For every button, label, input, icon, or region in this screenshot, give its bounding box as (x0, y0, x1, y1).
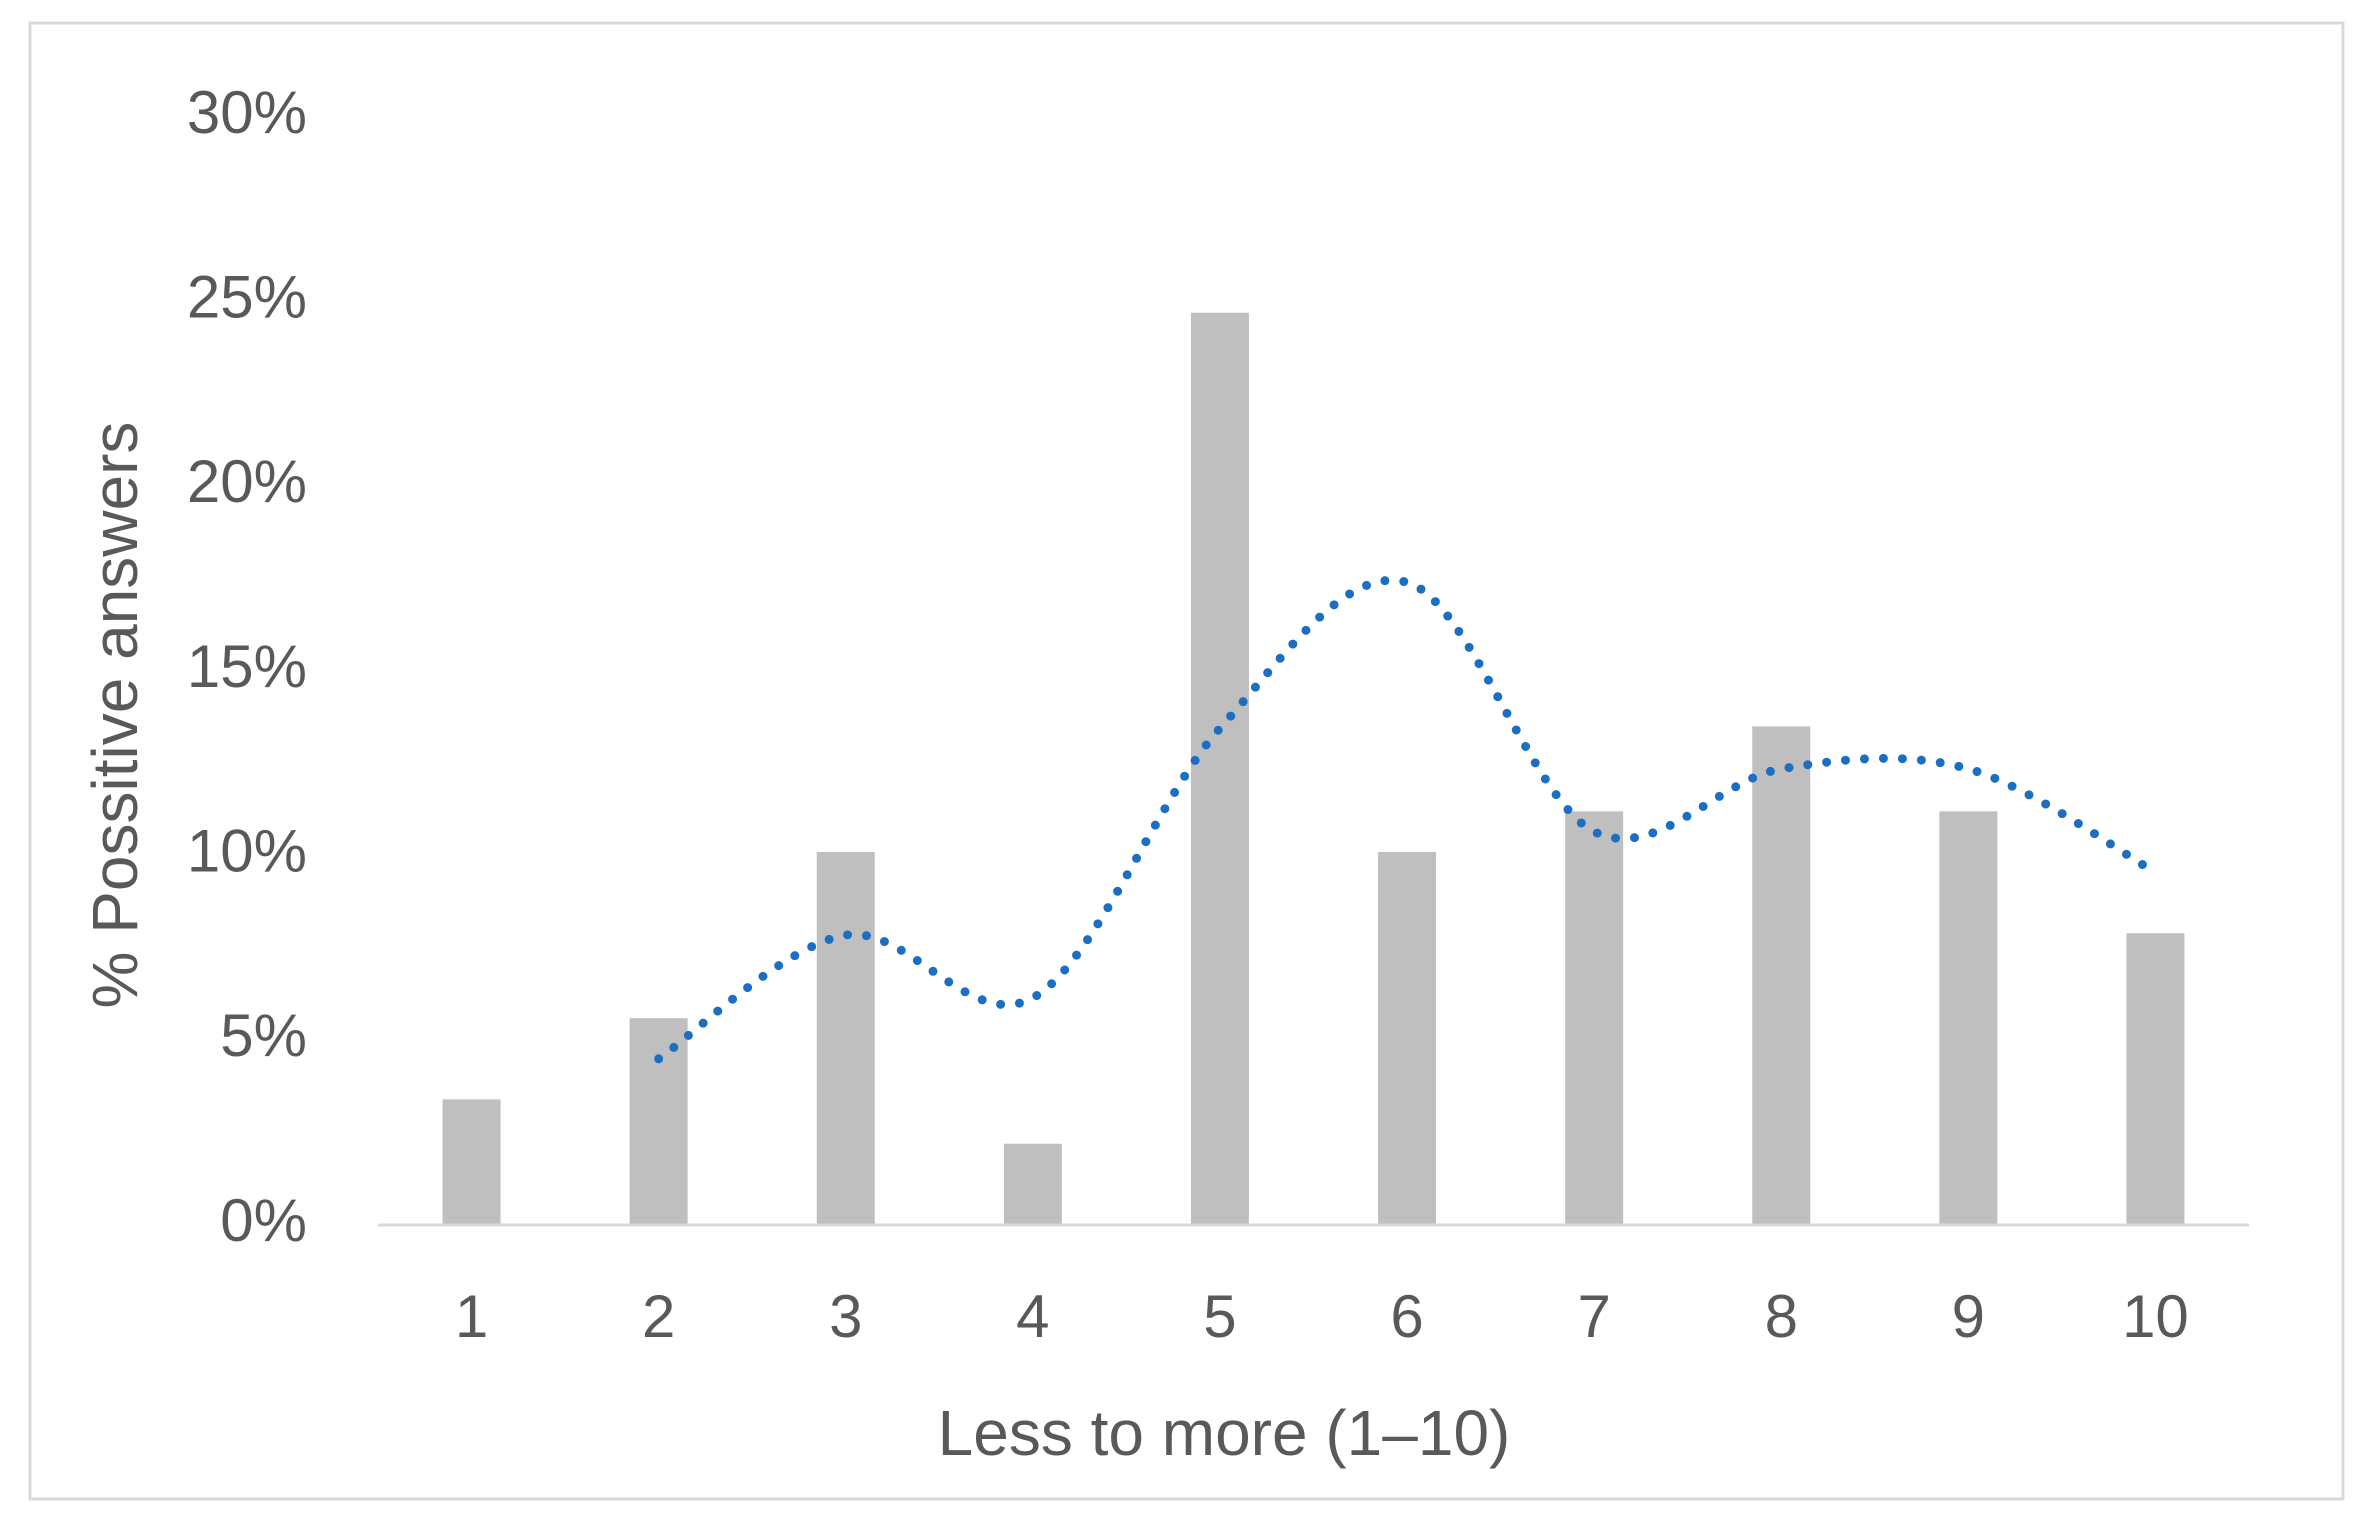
y-tick-label: 15% (187, 633, 307, 700)
chart-border (28, 21, 2345, 1501)
y-tick-label: 0% (220, 1187, 307, 1254)
y-tick-label: 30% (187, 79, 307, 146)
x-tick-label: 8 (1765, 1283, 1798, 1350)
bar (1190, 312, 1249, 1225)
x-tick-label: 10 (2122, 1283, 2189, 1350)
bar (1003, 1143, 1062, 1225)
bar (2126, 933, 2185, 1225)
x-tick-label: 5 (1203, 1283, 1236, 1350)
x-tick-label: 7 (1577, 1283, 1610, 1350)
x-tick-label: 3 (829, 1283, 862, 1350)
y-tick-label: 20% (187, 448, 307, 515)
bar (1378, 851, 1437, 1225)
y-tick-label: 25% (187, 264, 307, 331)
y-axis-title: % Possitive answers (79, 422, 151, 1009)
bar (1752, 726, 1811, 1225)
bar (442, 1099, 501, 1225)
bar (1565, 811, 1624, 1225)
bar (629, 1018, 688, 1225)
x-tick-label: 6 (1390, 1283, 1423, 1350)
x-tick-label: 9 (1952, 1283, 1985, 1350)
y-tick-label: 10% (187, 818, 307, 885)
bar (816, 851, 875, 1225)
bar (1939, 811, 1998, 1225)
x-tick-label: 2 (642, 1283, 675, 1350)
y-tick-label: 5% (220, 1002, 307, 1069)
x-axis-title: Less to more (1–10) (938, 1397, 1511, 1469)
x-tick-label: 4 (1016, 1283, 1049, 1350)
x-tick-label: 1 (455, 1283, 488, 1350)
